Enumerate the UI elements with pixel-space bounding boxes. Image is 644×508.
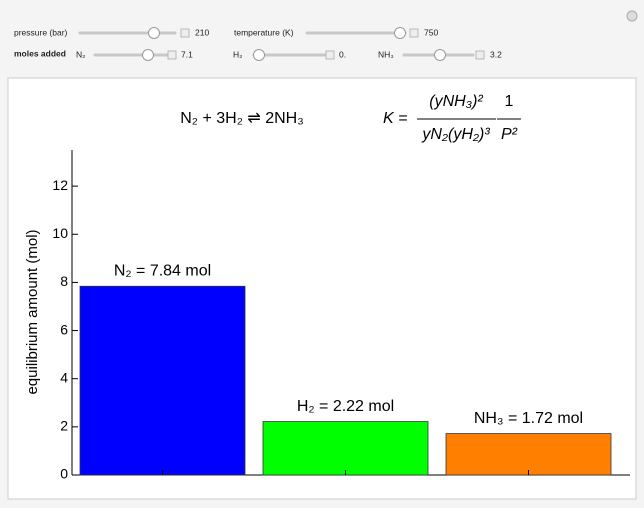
options-button[interactable] [626,10,638,22]
expand-button[interactable] [167,50,177,60]
equation-denominator: yN₂(yH₂)³ [421,126,490,143]
equation-numerator: (yNH₃)² [429,93,483,110]
equilibrium-constant: K = [383,110,407,127]
expand-button[interactable] [409,28,419,38]
control-label: pressure (bar) [14,27,68,37]
control-value: 210 [195,27,209,37]
plot: 0 2 4 6 8 10 12 N₂ = 7.84 mol H₂ = 2.22 mol NH₃ =… [52,150,630,482]
y-axis-label: equilibrium amount (mol) [24,229,41,394]
control-label: H₂ [233,49,242,59]
control-value: 3.2 [490,49,502,59]
value-label: NH₃ = 1.72 mol [474,410,583,427]
y-tick-label: 8 [60,273,68,289]
expand-button[interactable] [325,50,335,60]
expand-button[interactable] [475,50,485,60]
control-label: NH₃ [378,49,394,59]
control-group-label: moles added [14,48,66,58]
bar [79,285,246,476]
reaction-equation: N₂ + 3H₂ ⇌ 2NH₃ [180,110,303,127]
equation-numerator: 1 [505,93,514,110]
control-label: temperature (K) [234,27,294,37]
control-value: 750 [424,27,438,37]
bar [262,421,429,476]
expand-button[interactable] [180,28,190,38]
y-tick-label: 10 [52,225,68,241]
equation-denominator: P² [501,126,518,143]
y-tick-label: 2 [60,418,68,434]
bar [445,433,612,476]
value-label: N₂ = 7.84 mol [114,262,211,279]
slider-thumb[interactable] [253,49,265,61]
slider-thumb[interactable] [394,27,406,39]
slider-thumb[interactable] [148,27,160,39]
y-tick-label: 0 [60,466,68,482]
control-label: N₂ [76,49,85,59]
y-tick-label: 4 [60,369,68,385]
control-value: 7.1 [181,49,193,59]
slider-thumb[interactable] [142,49,154,61]
value-label: H₂ = 2.22 mol [297,398,394,415]
control-value: 0. [339,49,346,59]
y-tick-label: 12 [52,177,68,193]
y-tick-label: 6 [60,321,68,337]
slider-thumb[interactable] [434,49,446,61]
